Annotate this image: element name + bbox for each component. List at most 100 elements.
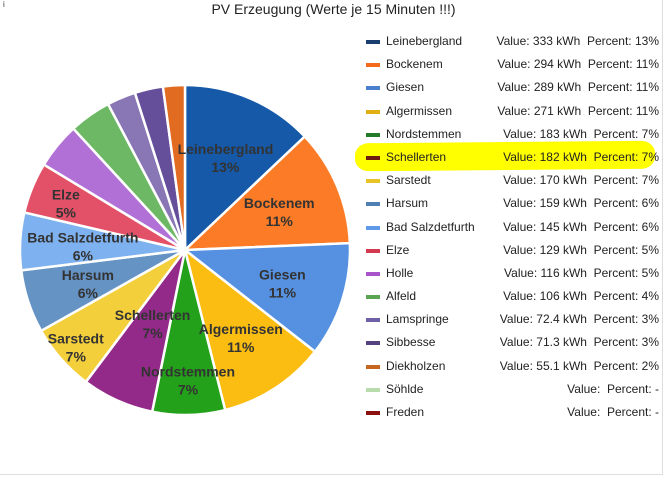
legend-value-percent: Value: 333 kWh Percent: 13%	[496, 34, 659, 48]
legend-swatch	[366, 179, 380, 184]
legend-item[interactable]: Giesen Value: 289 kWh Percent: 11%	[362, 76, 667, 99]
legend-value-percent: Value: 129 kWh Percent: 5%	[503, 242, 659, 257]
legend-item[interactable]: Freden Value: Percent: -	[362, 401, 667, 424]
legend-item[interactable]: Algermissen Value: 271 kWh Percent: 11%	[362, 100, 667, 123]
legend-item[interactable]: Schellerten Value: 182 kWh Percent: 7%	[362, 146, 667, 169]
legend-name: Algermissen	[386, 103, 453, 118]
legend-value-percent: Value: 106 kWh Percent: 4%	[503, 289, 659, 304]
legend-swatch	[366, 248, 380, 253]
legend-name: Holle	[386, 265, 414, 280]
legend-value-percent: Value: 183 kWh Percent: 7%	[503, 126, 659, 141]
legend-value-percent: Value: 145 kWh Percent: 6%	[503, 219, 659, 234]
legend-name: Alfeld	[386, 289, 417, 304]
legend-item[interactable]: Harsum Value: 159 kWh Percent: 6%	[362, 192, 667, 215]
slice-percent-label: 11%	[266, 213, 294, 229]
slice-label: Sarstedt	[48, 331, 104, 347]
slice-percent-label: 11%	[227, 339, 255, 355]
legend-name: Bad Salzdetfurth	[386, 219, 475, 234]
legend-name: Giesen	[386, 80, 425, 95]
pie-slice-diekholzen[interactable]	[161, 83, 187, 251]
slice-percent-label: 7%	[178, 382, 199, 398]
legend-value-percent: Value: Percent: -	[567, 405, 659, 419]
legend-name: Sarstedt	[386, 173, 431, 188]
legend-value-percent: Value: 55.1 kWh Percent: 2%	[499, 358, 659, 373]
slice-label-group: Algermissen 11%	[199, 321, 283, 355]
legend-value-percent: Value: 289 kWh Percent: 11%	[497, 80, 659, 95]
legend-item[interactable]: Diekholzen Value: 55.1 kWh Percent: 2%	[362, 355, 667, 378]
legend-value-percent: Value: 71.3 kWh Percent: 3%	[499, 335, 659, 350]
legend-item[interactable]: Nordstemmen Value: 183 kWh Percent: 7%	[362, 123, 667, 146]
legend-name: Harsum	[386, 196, 429, 211]
legend-swatch	[366, 271, 380, 276]
slice-percent-label: 6%	[73, 248, 94, 264]
pie-slice-giesen[interactable]	[181, 241, 352, 354]
slice-percent-label: 11%	[269, 284, 297, 300]
legend-item[interactable]: Bockenem Value: 294 kWh Percent: 11%	[362, 53, 667, 76]
chart-title: PV Erzeugung (Werte je 15 Minuten !!!)	[211, 1, 456, 17]
legend-item[interactable]: Sibbesse Value: 71.3 kWh Percent: 3%	[362, 331, 667, 354]
legend-name: Söhlde	[386, 381, 424, 396]
legend-swatch	[366, 411, 380, 415]
legend-swatch	[366, 63, 380, 68]
legend-swatch	[366, 155, 380, 160]
legend-item[interactable]: Bad Salzdetfurth Value: 145 kWh Percent: …	[362, 216, 667, 239]
legend-name: Freden	[386, 405, 425, 419]
legend-value-percent: Value: 116 kWh Percent: 5%	[504, 265, 659, 280]
slice-label: Giesen	[259, 266, 306, 282]
slice-percent-label: 7%	[142, 325, 163, 341]
slice-label-group: Schellerten 7%	[115, 307, 190, 341]
slice-label: Algermissen	[199, 321, 283, 337]
legend-item[interactable]: Holle Value: 116 kWh Percent: 5%	[362, 262, 667, 285]
slice-label-group: Bockenem 11%	[244, 195, 315, 229]
slice-label-group: Nordstemmen 7%	[141, 364, 235, 398]
legend-value-percent: Value: 271 kWh Percent: 11%	[497, 103, 659, 118]
legend-name: Lamspringe	[386, 312, 449, 327]
slice-label-group: Leinebergland 13%	[178, 141, 274, 175]
legend-item[interactable]: Leinebergland Value: 333 kWh Percent: 13%	[362, 30, 667, 53]
legend-swatch	[366, 341, 380, 346]
slice-percent-label: 5%	[56, 204, 77, 220]
legend-swatch	[366, 109, 380, 114]
legend-item[interactable]: Sarstedt Value: 170 kWh Percent: 7%	[362, 169, 667, 192]
legend-name: Schellerten	[386, 149, 447, 164]
slice-label: Leinebergland	[178, 141, 274, 157]
legend-name: Sibbesse	[386, 335, 436, 350]
legend-swatch	[366, 295, 380, 300]
legend-item[interactable]: Alfeld Value: 106 kWh Percent: 4%	[362, 285, 667, 308]
legend-value-percent: Value: 182 kWh Percent: 7%	[503, 149, 659, 164]
legend-item[interactable]: Söhlde Value: Percent: -	[362, 378, 667, 401]
legend-swatch	[366, 318, 380, 323]
legend-name: Diekholzen	[386, 358, 446, 373]
legend-swatch	[366, 202, 380, 207]
legend-swatch	[366, 40, 380, 44]
pie-slice-algermissen[interactable]	[182, 246, 317, 412]
legend-item[interactable]: Lamspringe Value: 72.4 kWh Percent: 3%	[362, 308, 667, 331]
legend-swatch	[366, 86, 380, 91]
legend-swatch	[366, 132, 380, 137]
slice-percent-label: 7%	[66, 349, 87, 365]
legend-name: Bockenem	[386, 57, 443, 72]
legend-value-percent: Value: 159 kWh Percent: 6%	[503, 196, 659, 211]
slice-label-group: Harsum 6%	[62, 267, 114, 301]
legend-value-percent: Value: 294 kWh Percent: 11%	[497, 57, 659, 72]
legend-name: Elze	[386, 242, 410, 257]
slice-label: Harsum	[62, 267, 114, 283]
legend-item[interactable]: Elze Value: 129 kWh Percent: 5%	[362, 239, 667, 262]
slice-percent-label: 6%	[78, 285, 99, 301]
legend-swatch	[366, 364, 380, 369]
slice-label-group: Sarstedt 7%	[48, 331, 104, 365]
slice-label: Bockenem	[244, 195, 315, 211]
pie-slice-leinebergland[interactable]	[183, 83, 307, 253]
pie-slice-bockenem[interactable]	[181, 134, 352, 252]
slice-label-group: Elze 5%	[52, 186, 80, 220]
slice-label: Bad Salzdetfurth	[27, 230, 138, 246]
slice-percent-label: 13%	[211, 159, 240, 175]
info-icon[interactable]: i	[3, 0, 5, 9]
legend-swatch	[366, 225, 380, 230]
legend-name: Nordstemmen	[386, 126, 462, 141]
slice-label: Nordstemmen	[141, 364, 235, 380]
legend-swatch	[366, 387, 380, 392]
slice-label-group: Giesen 11%	[259, 266, 306, 300]
